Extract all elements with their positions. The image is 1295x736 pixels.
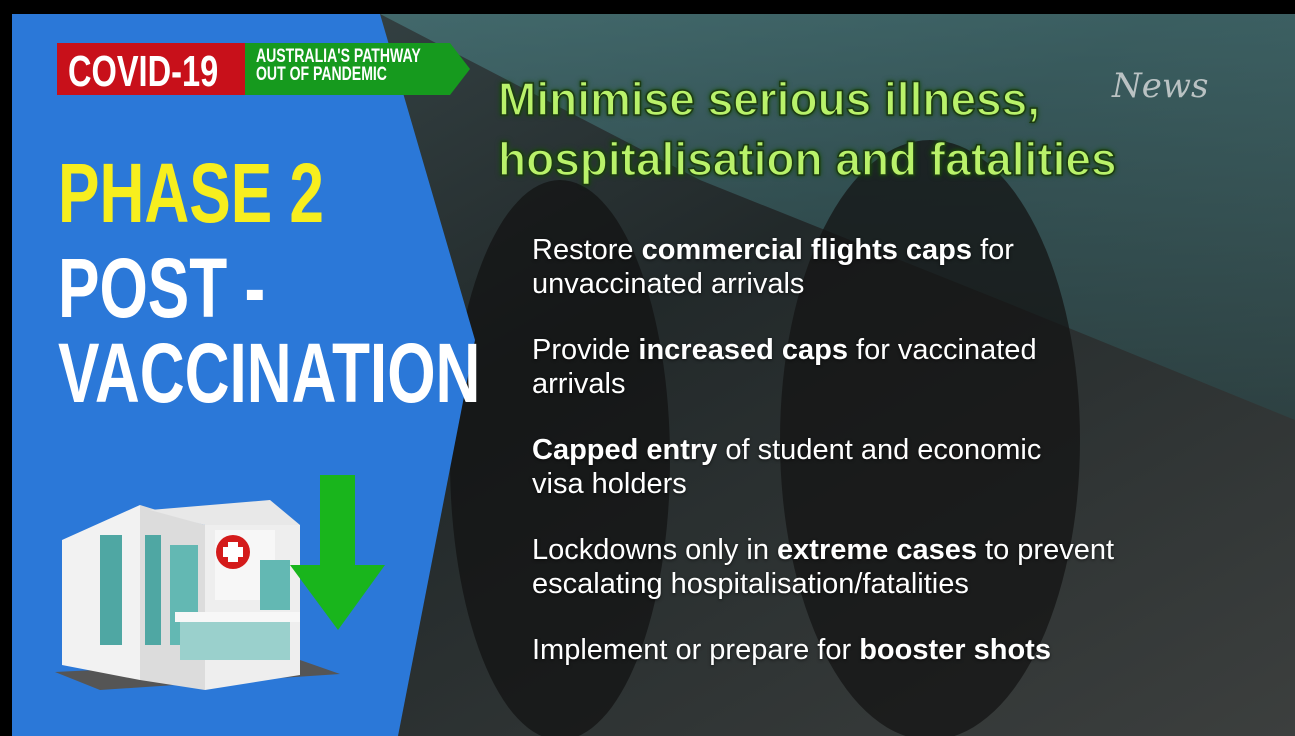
bullet-text: Lockdowns only in (532, 534, 777, 566)
bullet-line: arrivals (532, 368, 625, 401)
phase: PHASE 2 (58, 145, 324, 242)
bullet-text: arrivals (532, 368, 625, 400)
stage: VACCINATION (58, 325, 480, 422)
bullet-text: booster shots (859, 634, 1051, 666)
watermark: News (1112, 66, 1208, 106)
bullet-text: Restore (532, 234, 642, 266)
hospital-icon (55, 500, 340, 690)
bullet-text: unvaccinated arrivals (532, 268, 804, 300)
bullet-line: visa holders (532, 468, 687, 501)
bullet-text: visa holders (532, 468, 687, 500)
bullet-text: Capped entry (532, 434, 717, 466)
page: {"badge": {"label": "COVID-19", "tagline… (0, 0, 1295, 736)
stage: POST - (58, 240, 265, 337)
headline: Minimise serious illness, (498, 72, 1040, 126)
bullet-text: of student and economic (717, 434, 1041, 466)
bullet-line: Implement or prepare for booster shots (532, 634, 1051, 667)
bullet-line: Provide increased caps for vaccinated (532, 334, 1037, 367)
bullet-line: Restore commercial flights caps for (532, 234, 1014, 267)
bullet-line: escalating hospitalisation/fatalities (532, 568, 969, 601)
bullet-text: Provide (532, 334, 638, 366)
bullet-line: Lockdowns only in extreme cases to preve… (532, 534, 1114, 567)
bullet-text: extreme cases (777, 534, 977, 566)
badge-label: COVID-19 (68, 47, 218, 97)
bullet-text: escalating hospitalisation/fatalities (532, 568, 969, 600)
bullet-text: to prevent (977, 534, 1114, 566)
bullet-text: for (972, 234, 1014, 266)
headline: hospitalisation and fatalities (498, 132, 1117, 186)
bullet-text: commercial flights caps (642, 234, 972, 266)
bullet-text: Implement or prepare for (532, 634, 859, 666)
bullet-line: Capped entry of student and economic (532, 434, 1041, 467)
bullet-text: for vaccinated (848, 334, 1037, 366)
badge-tagline: OUT OF PANDEMIC (256, 66, 387, 84)
bullet-text: increased caps (638, 334, 848, 366)
bullet-line: unvaccinated arrivals (532, 268, 804, 301)
